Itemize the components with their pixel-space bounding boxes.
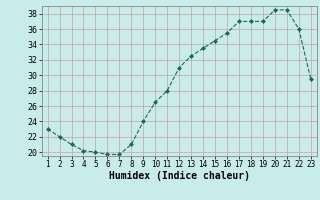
X-axis label: Humidex (Indice chaleur): Humidex (Indice chaleur) — [109, 171, 250, 181]
